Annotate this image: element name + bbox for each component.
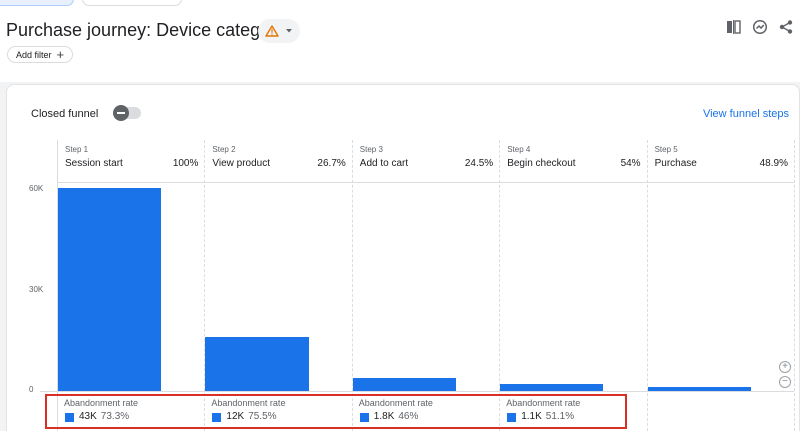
abandonment-value: 1.8K 46% [374,411,419,422]
abandonment-value: 43K 73.3% [79,411,129,422]
plus-icon: + [56,47,65,62]
add-filter-button[interactable]: Add filter + [7,46,74,63]
page-title: Purchase journey: Device category [6,20,286,40]
abandonment-label: Abandonment rate [506,398,581,408]
zoom-in-icon[interactable]: + [779,361,791,373]
abandonment-percent: 73.3% [100,411,130,422]
step-number: Step 2 [212,145,236,154]
legend-swatch [507,413,517,422]
warning-icon [265,25,279,37]
column-divider [646,140,648,431]
step-header[interactable]: Step 4 Begin checkout 54% [499,140,646,182]
chevron-down-icon [285,28,293,34]
compare-icon[interactable] [726,19,742,35]
add-filter-label: Add filter [16,49,52,60]
tab-stub[interactable] [82,0,182,6]
abandonment-percent: 51.1% [545,411,575,422]
share-icon[interactable] [778,19,794,35]
step-number: Step 4 [507,145,531,154]
step-name: View product [212,158,271,169]
step-header[interactable]: Step 1 Session start 100% [57,140,204,182]
legend-swatch [359,413,369,422]
step-percent: 24.5% [464,158,494,169]
abandonment-rate[interactable]: Abandonment rate 1.1K 51.1% [499,398,646,428]
column-divider [204,140,206,431]
abandonment-count: 12K [226,411,245,422]
column-divider [794,140,795,431]
abandonment-value: 1.1K 51.1% [521,411,574,422]
abandonment-label: Abandonment rate [64,398,139,408]
step-name: Session start [65,158,123,169]
funnel-bar[interactable] [58,188,162,391]
abandonment-rate[interactable]: Abandonment rate 1.8K 46% [352,398,499,428]
abandonment-count: 1.8K [373,411,395,422]
closed-funnel-label: Closed funnel [31,108,99,120]
step-percent: 54% [620,158,641,169]
abandonment-percent: 75.5% [248,411,277,422]
abandonment-rate[interactable]: Abandonment rate 12K 75.5% [204,398,351,428]
step-number: Step 3 [359,145,383,154]
view-funnel-steps-link[interactable]: View funnel steps [702,108,789,120]
step-number: Step 5 [654,145,678,154]
funnel-bar[interactable] [647,387,751,391]
abandonment-label: Abandonment rate [211,398,286,408]
y-tick-label: 30K [29,284,44,294]
legend-swatch [65,413,74,422]
column-divider [57,140,58,431]
toolbar [726,19,794,35]
insights-icon[interactable] [752,19,768,35]
step-percent: 26.7% [317,158,346,169]
abandonment-rate[interactable]: Abandonment rate 43K 73.3% [57,398,204,428]
abandonment-percent: 46% [398,411,419,422]
closed-funnel-toggle[interactable] [113,105,141,121]
step-name: Purchase [654,158,697,169]
y-tick-label: 0 [29,385,34,394]
step-name: Begin checkout [507,158,576,169]
funnel-bar[interactable] [205,336,309,391]
abandonment-count: 1.1K [521,411,542,422]
step-header[interactable]: Step 5 Purchase 48.9% [647,140,794,182]
highlight-box [45,394,627,429]
step-number: Step 1 [65,145,89,154]
step-header[interactable]: Step 2 View product 26.7% [204,140,351,182]
chart-baseline [40,391,794,392]
column-divider [499,140,501,431]
step-percent: 100% [172,158,199,169]
funnel-bar[interactable] [352,377,456,391]
y-tick-label: 60K [29,184,44,193]
tab-stub[interactable] [0,0,74,6]
step-name: Add to cart [359,158,409,169]
warning-menu-button[interactable] [258,19,300,43]
legend-swatch [212,413,222,422]
toggle-knob [113,105,129,121]
abandonment-value: 12K 75.5% [226,411,276,422]
column-divider [351,140,353,431]
step-header[interactable]: Step 3 Add to cart 24.5% [352,140,499,182]
step-percent: 48.9% [759,158,788,169]
abandonment-label: Abandonment rate [358,398,433,408]
header-bar: Purchase journey: Device category Add fi… [0,0,800,82]
funnel-bar[interactable] [500,383,604,391]
abandonment-count: 43K [79,411,97,422]
zoom-out-icon[interactable]: − [779,376,791,388]
step-header-divider [57,182,794,183]
